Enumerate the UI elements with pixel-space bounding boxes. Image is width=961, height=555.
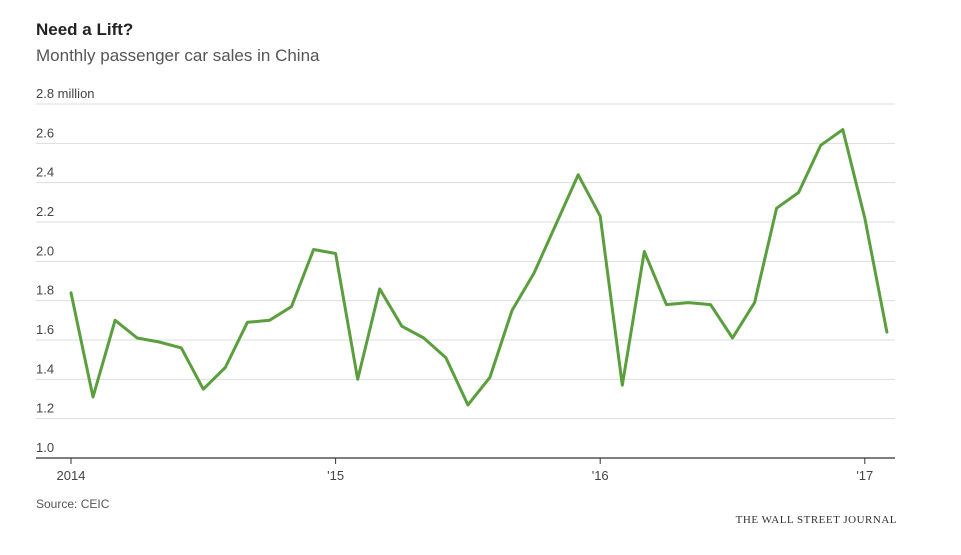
source-note: Source: CEIC [36,497,110,511]
y-tick-label: 1.8 [36,283,54,298]
y-tick-label: 2.4 [36,165,54,180]
y-tick-label: 2.2 [36,204,54,219]
x-tick-label: '17 [856,468,873,483]
chart-title: Need a Lift? [36,20,134,39]
y-tick-label: 2.8 million [36,86,95,101]
x-tick-label: '16 [592,468,609,483]
chart-subtitle: Monthly passenger car sales in China [36,46,320,65]
y-tick-label: 2.0 [36,243,54,258]
publisher-credit: THE WALL STREET JOURNAL [735,514,897,526]
y-tick-label: 1.6 [36,322,54,337]
y-tick-label: 1.2 [36,401,54,416]
x-tick-label: '15 [327,468,344,483]
y-tick-label: 1.0 [36,440,54,455]
x-tick-label: 2014 [57,468,86,483]
y-tick-label: 1.4 [36,361,54,376]
series-line [69,128,889,407]
y-tick-label: 2.6 [36,125,54,140]
